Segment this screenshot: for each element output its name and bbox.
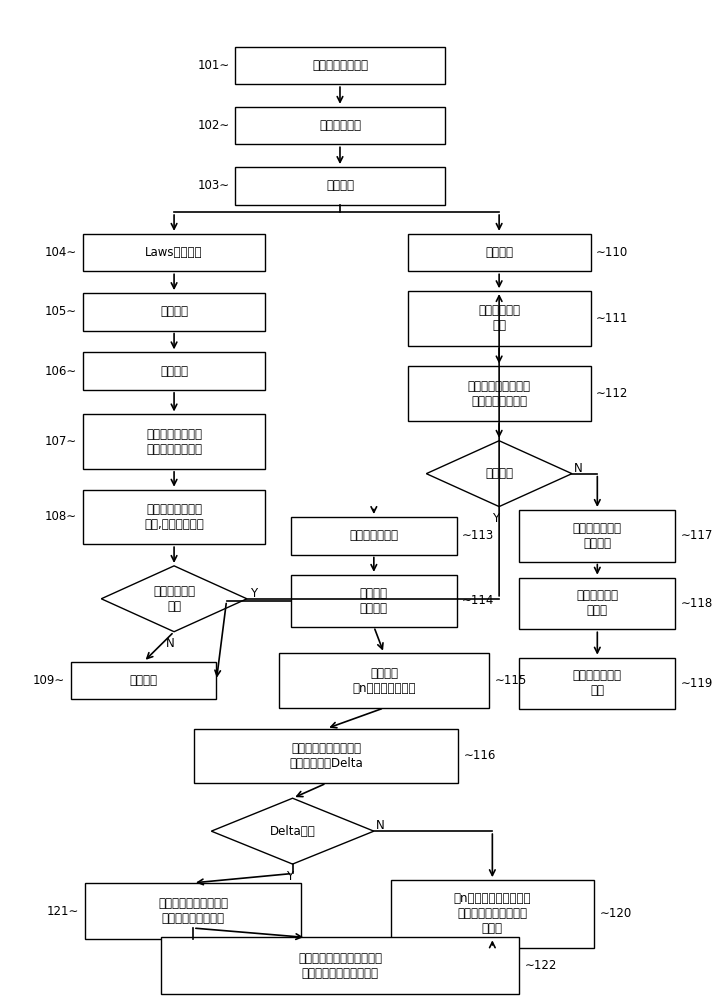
FancyBboxPatch shape [161,937,520,994]
FancyBboxPatch shape [85,883,301,939]
Text: 108∼: 108∼ [45,510,77,523]
Text: ∼110: ∼110 [596,246,628,259]
Text: ∼115: ∼115 [494,674,527,687]
Text: N: N [574,462,583,475]
Polygon shape [211,798,374,864]
FancyBboxPatch shape [235,47,445,84]
Text: 103∼: 103∼ [198,179,230,192]
FancyBboxPatch shape [520,578,675,629]
Text: Y: Y [492,512,499,525]
Text: 计算焊缝
前n帧焊缝宽度均値: 计算焊缝 前n帧焊缝宽度均値 [352,667,416,695]
Text: Delta合理: Delta合理 [270,825,316,838]
FancyBboxPatch shape [194,729,458,783]
Text: 计算焊缝
当前宽度: 计算焊缝 当前宽度 [360,587,388,615]
Text: 采集焊缝背面图像: 采集焊缝背面图像 [312,59,368,72]
Text: 104∼: 104∼ [45,246,77,259]
Text: 激光条纹交集和特征点连线
计算的极値为焊缝凸凹度: 激光条纹交集和特征点连线 计算的极値为焊缝凸凹度 [298,952,382,980]
Text: ∼120: ∼120 [599,907,632,920]
FancyBboxPatch shape [71,662,216,699]
Text: 计算左右条纹
行均値: 计算左右条纹 行均値 [576,589,618,617]
Text: 提取激光条纹
区域: 提取激光条纹 区域 [478,304,520,332]
Text: 以区域长半径作为
特征,去除干扰区域: 以区域长半径作为 特征,去除干扰区域 [144,503,204,531]
Text: 106∼: 106∼ [45,365,77,378]
Text: 前n帧焊缝宽度均値为焊
缝宽度値，对应的点为
特征点: 前n帧焊缝宽度均値为焊 缝宽度値，对应的点为 特征点 [453,892,531,935]
Text: 105∼: 105∼ [45,305,77,318]
Text: 107∼: 107∼ [45,435,77,448]
FancyBboxPatch shape [391,880,594,948]
Text: 按列质心特征筛选
提取焊缝纹理区域: 按列质心特征筛选 提取焊缝纹理区域 [146,428,202,456]
Text: 行均値差为焊缝
错配: 行均値差为焊缝 错配 [573,669,622,697]
Text: 拒绝检测: 拒绝检测 [130,674,158,687]
FancyBboxPatch shape [408,291,590,346]
Text: 焊缝纹理区域
存在: 焊缝纹理区域 存在 [153,585,195,613]
Text: ∼117: ∼117 [680,529,713,542]
Text: 121∼: 121∼ [47,905,79,918]
Text: N: N [376,819,385,832]
Text: 开始检测: 开始检测 [326,179,354,192]
Text: ∼119: ∼119 [680,677,713,690]
Text: 提取除交集外的
激光条纹: 提取除交集外的 激光条纹 [573,522,622,550]
FancyBboxPatch shape [83,293,266,331]
Polygon shape [426,441,572,507]
Text: 计算焊缝当前宽度値和
均値的差异度Delta: 计算焊缝当前宽度値和 均値的差异度Delta [290,742,363,770]
Text: Y: Y [286,870,293,883]
Text: 求取焊缝纹理区域和
激光条纹区域交集: 求取焊缝纹理区域和 激光条纹区域交集 [468,380,531,408]
Text: 阙値分割: 阙値分割 [485,246,513,259]
Text: 101∼: 101∼ [197,59,230,72]
FancyBboxPatch shape [83,352,266,390]
Text: Laws纹理滤波: Laws纹理滤波 [146,246,203,259]
Text: ∼118: ∼118 [680,597,713,610]
Text: 提取焊缝特征点: 提取焊缝特征点 [349,529,398,542]
Text: ∼111: ∼111 [596,312,628,325]
Text: 初始参数设置: 初始参数设置 [319,119,361,132]
FancyBboxPatch shape [408,366,590,421]
FancyBboxPatch shape [279,653,489,708]
FancyBboxPatch shape [408,234,590,271]
Text: 102∼: 102∼ [197,119,230,132]
Text: N: N [166,637,175,650]
Text: Y: Y [250,587,257,600]
FancyBboxPatch shape [83,414,266,469]
Text: ∼113: ∼113 [462,529,495,542]
Polygon shape [101,566,247,632]
FancyBboxPatch shape [83,234,266,271]
FancyBboxPatch shape [83,490,266,544]
Text: ∼116: ∼116 [464,749,496,762]
Text: 特征点提取正确，当前
宽度値即为焊缝宽度: 特征点提取正确，当前 宽度値即为焊缝宽度 [158,897,228,925]
Text: ∼114: ∼114 [462,594,495,607]
Text: 阙値分割: 阙値分割 [160,365,188,378]
Text: ∼112: ∼112 [596,387,628,400]
FancyBboxPatch shape [291,575,457,627]
FancyBboxPatch shape [520,658,675,709]
Text: 均値平滑: 均値平滑 [160,305,188,318]
FancyBboxPatch shape [291,517,457,555]
Text: 109∼: 109∼ [33,674,66,687]
Text: ∼122: ∼122 [525,959,557,972]
FancyBboxPatch shape [235,167,445,205]
FancyBboxPatch shape [520,510,675,562]
FancyBboxPatch shape [235,107,445,144]
Text: 交集存在: 交集存在 [485,467,513,480]
